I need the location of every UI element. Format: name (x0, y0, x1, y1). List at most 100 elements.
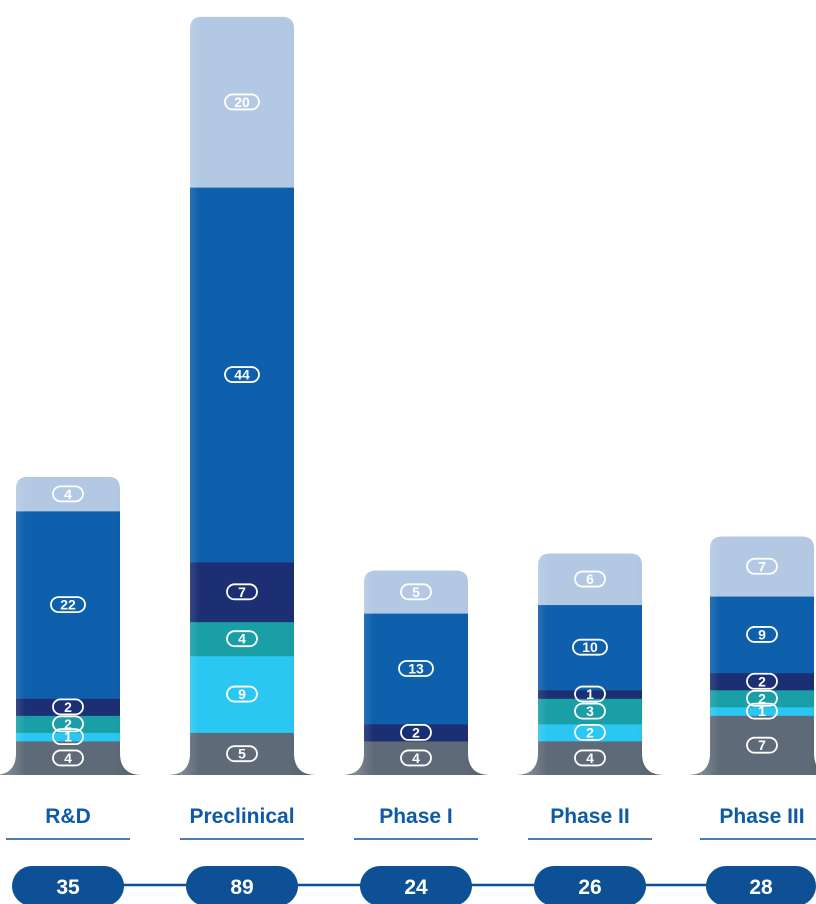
value-badge-phase-ii-4: 10 (572, 638, 608, 656)
data-label-randd-0: 4 (64, 750, 72, 766)
bar-shine-randd (0, 476, 142, 775)
bar-shine-phase-i (342, 570, 490, 775)
data-label-randd-3: 2 (64, 699, 72, 715)
category-label-phase-iii: Phase III (719, 805, 804, 828)
value-badge-outline (398, 660, 434, 677)
value-badge-outline (746, 557, 778, 575)
category-label-phase-i: Phase I (379, 805, 453, 828)
value-badge-randd-3: 2 (52, 698, 84, 716)
total-pill-background (360, 866, 472, 904)
data-label-preclinical-1: 9 (238, 686, 246, 702)
value-badge-outline (52, 715, 84, 733)
data-label-preclinical-4: 44 (234, 367, 250, 383)
total-pill-background (12, 866, 124, 904)
data-label-phase-iii-3: 2 (758, 673, 766, 689)
data-label-phase-iii-2: 2 (758, 690, 766, 706)
value-badge-phase-iii-3: 2 (746, 672, 778, 690)
category-label-preclinical: Preclinical (189, 805, 294, 828)
value-badge-randd-2: 2 (52, 715, 84, 733)
total-pill-phase-i: 24 (360, 866, 472, 904)
total-pill-phase-ii: 26 (534, 866, 646, 904)
value-badge-outline (400, 724, 432, 741)
value-badge-outline (52, 728, 84, 746)
data-label-phase-ii-1: 2 (586, 724, 594, 740)
value-badge-outline (574, 749, 606, 767)
value-badge-outline (746, 702, 778, 720)
total-value-phase-iii: 28 (749, 876, 773, 899)
data-label-phase-iii-5: 7 (758, 558, 766, 574)
value-badge-phase-iii-4: 9 (746, 626, 778, 643)
data-label-phase-iii-0: 7 (758, 737, 766, 753)
value-badge-outline (400, 583, 432, 601)
data-label-randd-1: 1 (64, 729, 72, 745)
category-label-phase-ii: Phase II (550, 805, 629, 828)
total-pill-background (186, 866, 298, 904)
value-badge-outline (400, 749, 432, 767)
bar-shine-preclinical (168, 16, 316, 776)
data-label-preclinical-0: 5 (238, 746, 246, 762)
value-badge-outline (50, 596, 86, 613)
data-label-preclinical-2: 4 (238, 631, 246, 647)
value-badge-outline (574, 570, 606, 588)
value-badge-outline (226, 685, 258, 703)
value-badge-outline (746, 736, 778, 754)
data-label-phase-ii-4: 10 (582, 639, 598, 655)
data-label-phase-ii-0: 4 (586, 750, 594, 766)
data-label-phase-ii-3: 1 (586, 686, 594, 702)
value-badge-outline (52, 485, 84, 503)
value-badge-outline (226, 630, 258, 648)
value-badge-phase-iii-5: 7 (746, 557, 778, 575)
data-label-phase-iii-4: 9 (758, 626, 766, 642)
data-label-randd-5: 4 (64, 486, 72, 502)
value-badge-preclinical-0: 5 (226, 745, 258, 763)
value-badge-outline (52, 749, 84, 767)
value-badge-phase-iii-2: 2 (746, 689, 778, 707)
value-badge-randd-1: 1 (52, 728, 84, 746)
value-badge-preclinical-5: 20 (224, 93, 260, 111)
value-badge-phase-ii-5: 6 (574, 570, 606, 588)
bar-randd (0, 476, 142, 775)
value-badge-phase-i-4: 13 (398, 660, 434, 677)
value-badge-randd-5: 4 (52, 485, 84, 503)
bar-preclinical (168, 16, 316, 776)
value-badge-preclinical-1: 9 (226, 685, 258, 703)
value-badge-outline (226, 745, 258, 763)
value-badge-outline (574, 685, 606, 703)
value-badge-phase-ii-1: 2 (574, 724, 606, 741)
bar-phase-ii (516, 553, 664, 775)
total-pill-background (706, 866, 816, 904)
value-badge-phase-iii-1: 1 (746, 702, 778, 720)
data-label-phase-i-5: 5 (412, 584, 420, 600)
value-badge-randd-0: 4 (52, 749, 84, 767)
total-value-phase-i: 24 (404, 876, 428, 899)
total-value-randd: 35 (56, 876, 80, 899)
total-pill-background (534, 866, 646, 904)
value-badge-outline (226, 583, 258, 601)
data-label-phase-iii-1: 1 (758, 703, 766, 719)
category-label-randd: R&D (45, 805, 91, 828)
value-badge-outline (572, 638, 608, 656)
data-label-preclinical-5: 20 (234, 94, 250, 110)
value-badge-phase-ii-2: 3 (574, 702, 606, 720)
totals-layer: 35 89 24 26 28 (12, 866, 816, 904)
total-pill-randd: 35 (12, 866, 124, 904)
value-badge-outline (574, 724, 606, 741)
value-badge-outline (52, 698, 84, 716)
total-value-phase-ii: 26 (578, 876, 601, 899)
categories-layer: R&D Preclinical Phase I Phase II Phase III (6, 805, 816, 840)
value-badge-preclinical-2: 4 (226, 630, 258, 648)
value-badge-phase-ii-3: 1 (574, 685, 606, 703)
value-badge-outline (224, 366, 260, 383)
value-badge-randd-4: 22 (50, 596, 86, 613)
data-label-phase-ii-2: 3 (586, 703, 594, 719)
total-pill-phase-iii: 28 (706, 866, 816, 904)
value-badge-outline (746, 626, 778, 643)
value-badge-outline (224, 93, 260, 111)
value-badge-phase-iii-0: 7 (746, 736, 778, 754)
value-badge-phase-i-0: 4 (400, 749, 432, 767)
value-badge-phase-ii-0: 4 (574, 749, 606, 767)
value-badge-outline (746, 672, 778, 690)
total-pill-preclinical: 89 (186, 866, 298, 904)
